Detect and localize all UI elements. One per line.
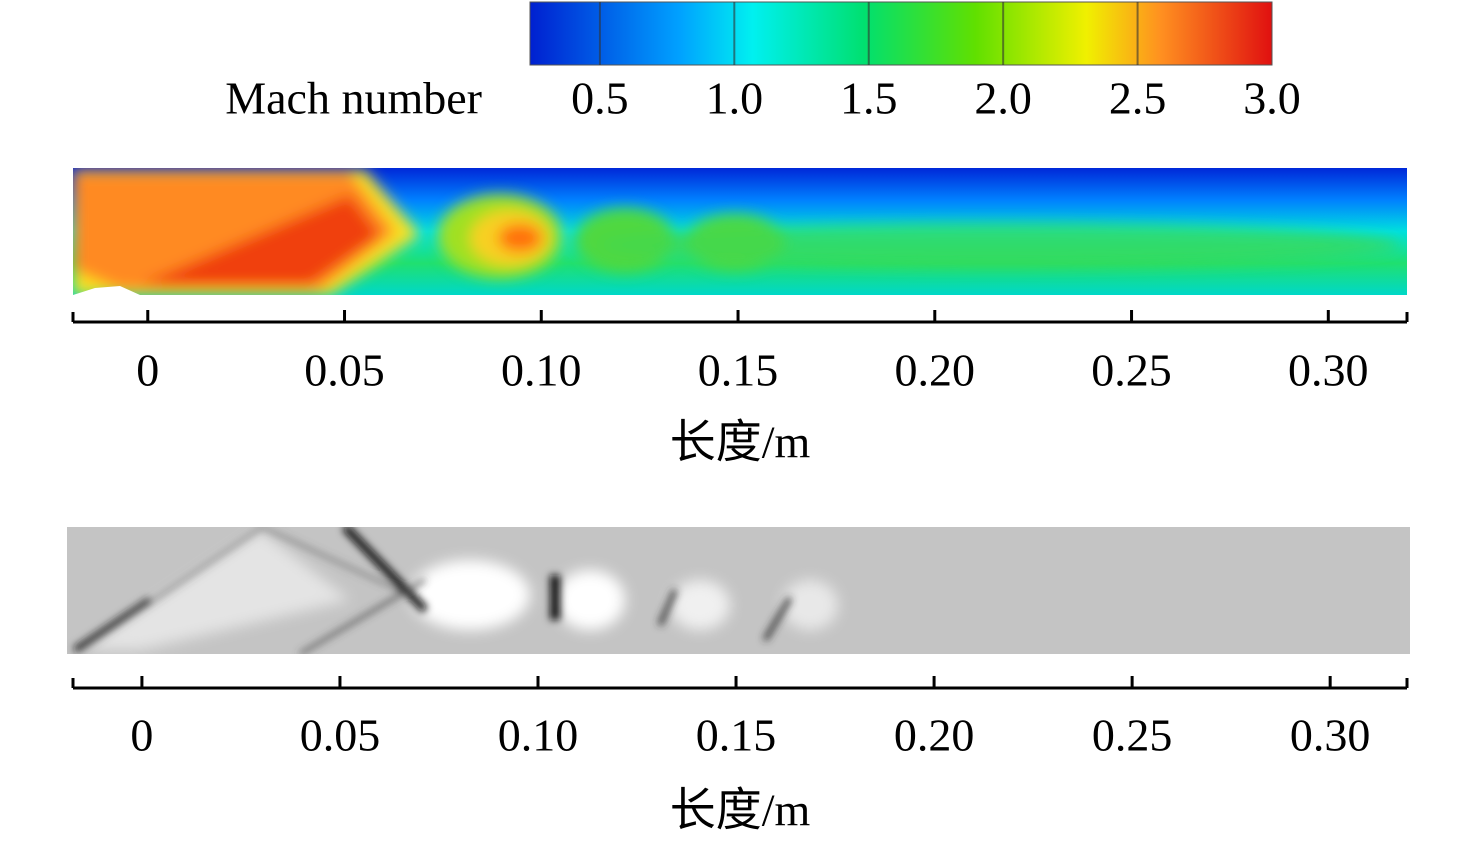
- x-tick-label: 0.05: [300, 710, 381, 761]
- colorbar-tick-label: 0.5: [571, 73, 629, 124]
- colorbar-tick-label: 2.5: [1109, 73, 1167, 124]
- x-tick-label: 0.30: [1290, 710, 1371, 761]
- colorbar-tick-label: 3.0: [1243, 73, 1301, 124]
- colorbar: [529, 1, 1273, 66]
- x-tick-label: 0.05: [304, 345, 385, 396]
- colorbar-tick-label: 1.0: [706, 73, 764, 124]
- x-tick-label: 0.20: [894, 710, 975, 761]
- x-tick-label: 0.15: [696, 710, 777, 761]
- colorbar-tick-label: 1.5: [840, 73, 898, 124]
- x-tick-label: 0: [130, 710, 153, 761]
- x-axis-label: 长度/m: [670, 785, 811, 836]
- schlieren-field: [67, 527, 1410, 654]
- x-tick-label: 0.10: [501, 345, 582, 396]
- x-tick-label: 0: [136, 345, 159, 396]
- x-tick-label: 0.25: [1091, 345, 1172, 396]
- colorbar-tick-label: 2.0: [974, 73, 1032, 124]
- colorbar-title: Mach number: [225, 73, 482, 124]
- x-tick-label: 0.25: [1092, 710, 1173, 761]
- mach-field: [73, 168, 1407, 295]
- x-tick-label: 0.10: [498, 710, 579, 761]
- x-tick-label: 0.15: [698, 345, 779, 396]
- x-tick-label: 0.30: [1288, 345, 1369, 396]
- x-axis-label: 长度/m: [670, 417, 811, 468]
- x-tick-label: 0.20: [895, 345, 976, 396]
